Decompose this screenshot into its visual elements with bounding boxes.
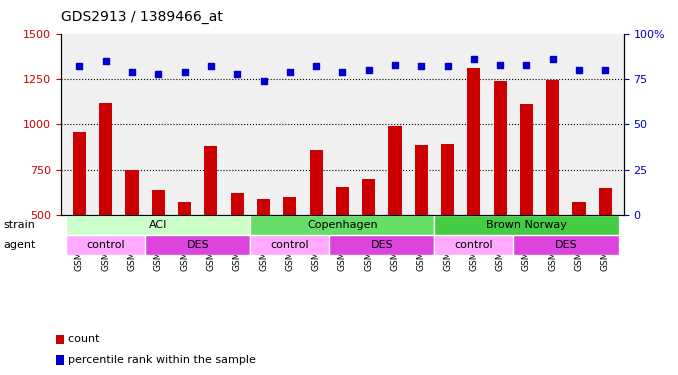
Point	[284, 69, 295, 75]
Text: control: control	[271, 240, 309, 250]
Text: Copenhagen: Copenhagen	[307, 220, 378, 230]
Text: Brown Norway: Brown Norway	[486, 220, 567, 230]
Text: strain: strain	[3, 220, 35, 230]
Point	[521, 62, 532, 68]
Bar	[415, 145, 428, 306]
Point	[600, 67, 611, 73]
Point	[311, 63, 321, 69]
Bar	[257, 199, 270, 306]
FancyBboxPatch shape	[66, 235, 145, 255]
Bar	[599, 188, 612, 306]
Text: control: control	[86, 240, 125, 250]
Text: count: count	[61, 334, 100, 344]
Bar	[546, 80, 559, 306]
Bar	[204, 146, 218, 306]
Point	[179, 69, 190, 75]
FancyBboxPatch shape	[250, 235, 330, 255]
Point	[337, 69, 348, 75]
FancyBboxPatch shape	[330, 235, 435, 255]
Point	[363, 67, 374, 73]
Point	[232, 70, 243, 76]
FancyBboxPatch shape	[435, 215, 618, 235]
Bar	[283, 197, 296, 306]
Bar	[467, 68, 481, 306]
Bar	[572, 201, 586, 306]
Bar	[178, 201, 191, 306]
Text: agent: agent	[3, 240, 36, 250]
FancyBboxPatch shape	[145, 235, 250, 255]
Point	[127, 69, 138, 75]
Point	[205, 63, 216, 69]
Point	[416, 63, 426, 69]
Bar	[125, 170, 138, 306]
Text: GDS2913 / 1389466_at: GDS2913 / 1389466_at	[61, 10, 223, 24]
Bar	[336, 187, 349, 306]
Bar	[388, 126, 401, 306]
Point	[442, 63, 453, 69]
FancyBboxPatch shape	[513, 235, 618, 255]
FancyBboxPatch shape	[435, 235, 513, 255]
Bar	[520, 105, 533, 306]
Point	[74, 63, 85, 69]
Point	[390, 62, 401, 68]
Bar	[441, 144, 454, 306]
Text: ACI: ACI	[149, 220, 167, 230]
Bar	[310, 150, 323, 306]
Text: percentile rank within the sample: percentile rank within the sample	[61, 355, 256, 365]
Point	[468, 56, 479, 62]
Bar	[231, 194, 244, 306]
FancyBboxPatch shape	[250, 215, 435, 235]
Text: DES: DES	[186, 240, 209, 250]
Bar	[152, 190, 165, 306]
Point	[495, 62, 506, 68]
FancyBboxPatch shape	[66, 215, 250, 235]
Bar	[73, 132, 86, 306]
Point	[258, 78, 269, 84]
Text: DES: DES	[555, 240, 577, 250]
Point	[547, 56, 558, 62]
Bar	[362, 179, 375, 306]
Text: DES: DES	[370, 240, 393, 250]
Point	[153, 70, 164, 76]
Bar	[99, 103, 113, 306]
Text: control: control	[454, 240, 493, 250]
Point	[574, 67, 584, 73]
Bar	[494, 81, 506, 306]
Point	[100, 58, 111, 64]
